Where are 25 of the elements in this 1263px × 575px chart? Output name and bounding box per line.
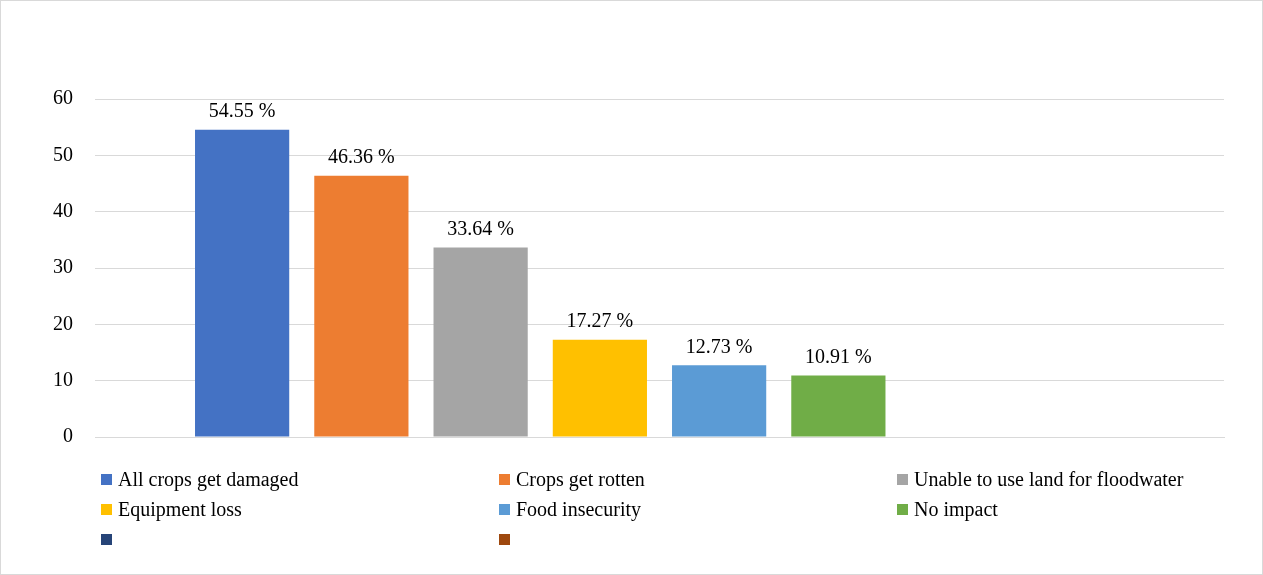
bar bbox=[314, 175, 409, 437]
y-tick-label: 40 bbox=[53, 198, 73, 221]
bar bbox=[433, 247, 528, 437]
bar bbox=[552, 339, 647, 437]
data-label: 17.27 % bbox=[566, 308, 634, 331]
y-tick-label: 20 bbox=[53, 311, 73, 334]
y-tick-label: 30 bbox=[53, 255, 73, 278]
data-label: 10.91 % bbox=[805, 344, 872, 367]
legend-label: Equipment loss bbox=[118, 497, 242, 521]
y-tick-label: 50 bbox=[53, 142, 73, 165]
bar bbox=[672, 365, 767, 437]
y-tick-label: 0 bbox=[63, 424, 73, 447]
legend-label: Food insecurity bbox=[516, 497, 641, 521]
legend-label: Unable to use land for floodwater bbox=[914, 467, 1184, 491]
data-label: 46.36 % bbox=[328, 145, 395, 168]
data-label: 33.64 % bbox=[447, 216, 514, 239]
data-label: 54.55 % bbox=[208, 98, 276, 121]
y-tick-label: 60 bbox=[53, 86, 73, 109]
y-tick-label: 10 bbox=[53, 367, 73, 390]
legend-label: All crops get damaged bbox=[118, 467, 299, 491]
bar bbox=[195, 129, 290, 437]
legend-label: No impact bbox=[914, 497, 998, 521]
bar bbox=[791, 375, 886, 437]
legend-label: Crops get rotten bbox=[516, 467, 645, 491]
data-label: 12.73 % bbox=[685, 334, 753, 357]
